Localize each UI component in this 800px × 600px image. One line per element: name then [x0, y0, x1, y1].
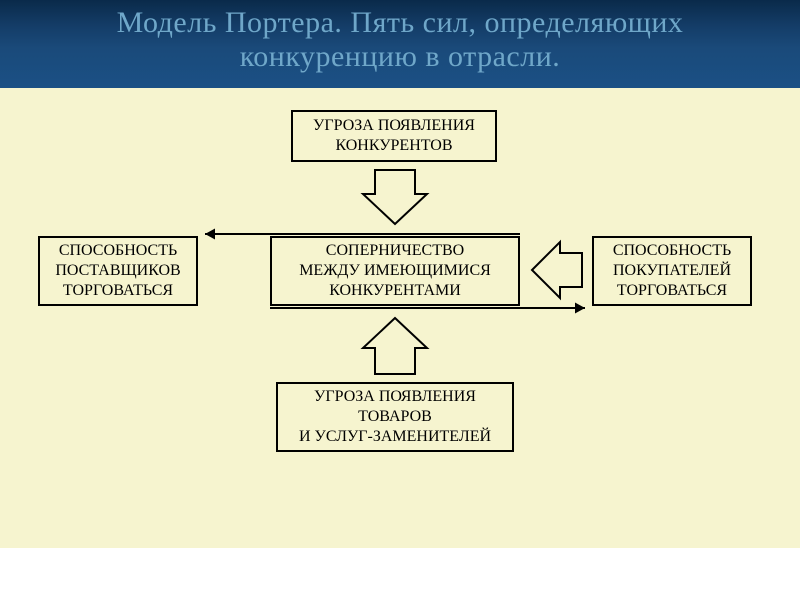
box-label: УГРОЗА ПОЯВЛЕНИЯКОНКУРЕНТОВ	[313, 116, 475, 156]
slide-header: Модель Портера. Пять сил, определяющих к…	[0, 0, 800, 88]
box-supplier-power: СПОСОБНОСТЬПОСТАВЩИКОВТОРГОВАТЬСЯ	[38, 236, 198, 306]
box-threat-new-entrants: УГРОЗА ПОЯВЛЕНИЯКОНКУРЕНТОВ	[291, 110, 497, 162]
thin-arrow-left-icon	[193, 222, 532, 246]
thin-arrow-right-icon	[258, 296, 597, 320]
block-arrow-up-icon	[359, 316, 431, 376]
block-arrow-left-icon	[530, 238, 584, 302]
box-threat-substitutes: УГРОЗА ПОЯВЛЕНИЯТОВАРОВИ УСЛУГ-ЗАМЕНИТЕЛ…	[276, 382, 514, 452]
box-label: СПОСОБНОСТЬПОКУПАТЕЛЕЙТОРГОВАТЬСЯ	[613, 241, 731, 301]
slide-title: Модель Портера. Пять сил, определяющих к…	[30, 6, 770, 74]
box-label: СПОСОБНОСТЬПОСТАВЩИКОВТОРГОВАТЬСЯ	[55, 241, 180, 301]
box-label: СОПЕРНИЧЕСТВОМЕЖДУ ИМЕЮЩИМИСЯКОНКУРЕНТАМ…	[299, 241, 491, 301]
block-arrow-down-icon	[359, 168, 431, 226]
box-label: УГРОЗА ПОЯВЛЕНИЯТОВАРОВИ УСЛУГ-ЗАМЕНИТЕЛ…	[299, 387, 491, 447]
diagram-area: УГРОЗА ПОЯВЛЕНИЯКОНКУРЕНТОВ СПОСОБНОСТЬП…	[0, 88, 800, 548]
box-buyer-power: СПОСОБНОСТЬПОКУПАТЕЛЕЙТОРГОВАТЬСЯ	[592, 236, 752, 306]
